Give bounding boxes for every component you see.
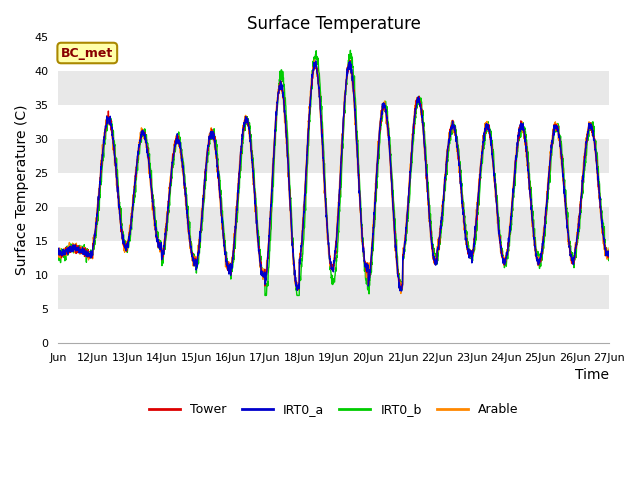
Y-axis label: Surface Temperature (C): Surface Temperature (C) [15,105,29,276]
Title: Surface Temperature: Surface Temperature [247,15,420,33]
Text: BC_met: BC_met [61,47,113,60]
Bar [58,139,609,173]
Bar [58,275,609,309]
Bar [58,173,609,207]
Legend: Tower, IRT0_a, IRT0_b, Arable: Tower, IRT0_a, IRT0_b, Arable [144,398,524,421]
Bar [58,72,609,105]
Bar [58,241,609,275]
Bar [58,207,609,241]
Bar [58,37,609,72]
Bar [58,105,609,139]
Bar [58,309,609,343]
X-axis label: Time: Time [575,368,609,382]
